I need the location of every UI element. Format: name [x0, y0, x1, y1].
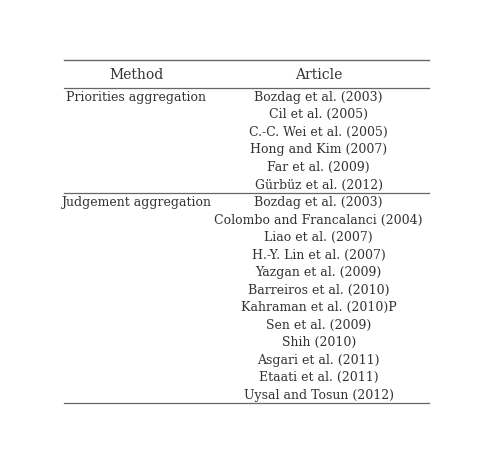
Text: Asgari et al. (2011): Asgari et al. (2011)	[257, 353, 379, 366]
Text: Colombo and Francalanci (2004): Colombo and Francalanci (2004)	[214, 213, 422, 226]
Text: Etaati et al. (2011): Etaati et al. (2011)	[258, 370, 378, 383]
Text: C.-C. Wei et al. (2005): C.-C. Wei et al. (2005)	[249, 126, 387, 139]
Text: H.-Y. Lin et al. (2007): H.-Y. Lin et al. (2007)	[251, 248, 385, 261]
Text: Bozdag et al. (2003): Bozdag et al. (2003)	[254, 196, 382, 208]
Text: Liao et al. (2007): Liao et al. (2007)	[264, 230, 372, 244]
Text: Yazgan et al. (2009): Yazgan et al. (2009)	[255, 266, 381, 279]
Text: Sen et al. (2009): Sen et al. (2009)	[265, 318, 371, 331]
Text: Gürbüz et al. (2012): Gürbüz et al. (2012)	[254, 178, 382, 191]
Text: Priorities aggregation: Priorities aggregation	[66, 90, 205, 104]
Text: Far et al. (2009): Far et al. (2009)	[267, 161, 369, 174]
Text: Barreiros et al. (2010): Barreiros et al. (2010)	[247, 283, 389, 296]
Text: Method: Method	[108, 67, 163, 81]
Text: Kahraman et al. (2010)P: Kahraman et al. (2010)P	[240, 301, 396, 313]
Text: Shih (2010): Shih (2010)	[281, 336, 355, 348]
Text: Cil et al. (2005): Cil et al. (2005)	[269, 108, 367, 121]
Text: Article: Article	[294, 67, 342, 81]
Text: Judgement aggregation: Judgement aggregation	[61, 196, 211, 208]
Text: Hong and Kim (2007): Hong and Kim (2007)	[250, 143, 386, 156]
Text: Uysal and Tosun (2012): Uysal and Tosun (2012)	[243, 388, 393, 401]
Text: Bozdag et al. (2003): Bozdag et al. (2003)	[254, 90, 382, 104]
